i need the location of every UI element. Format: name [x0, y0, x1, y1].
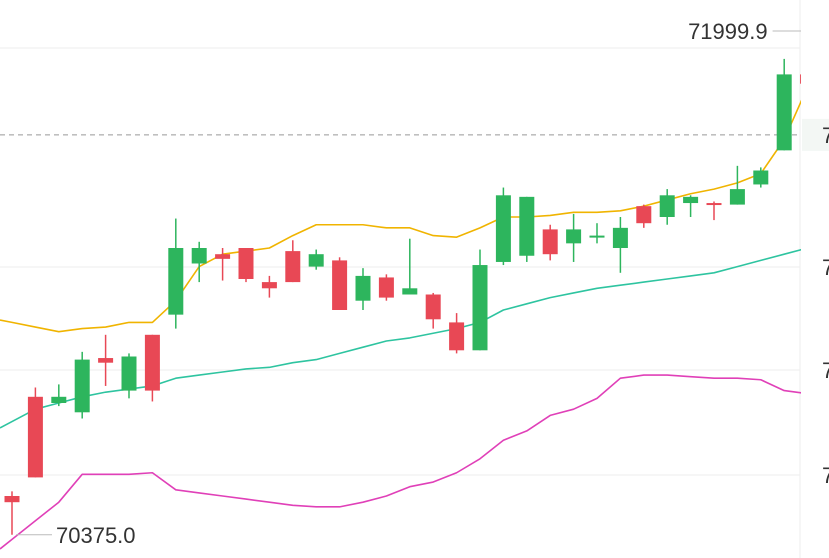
- candle-up: [308, 249, 324, 270]
- candle-up: [121, 353, 137, 399]
- candle-body: [566, 229, 582, 244]
- high-price-label: 71999.9: [688, 19, 768, 44]
- annotations: 71999.9 70375.0: [16, 19, 804, 548]
- candle-body: [191, 248, 207, 264]
- candle-down: [144, 334, 160, 402]
- candle-up: [472, 249, 488, 351]
- candle-body: [589, 235, 605, 238]
- candle-body: [659, 195, 675, 217]
- current-price-tag: [802, 118, 829, 151]
- candle-down: [636, 204, 652, 228]
- candle-body: [168, 248, 184, 315]
- candle-up: [566, 213, 582, 262]
- candle-body: [261, 282, 277, 289]
- candle-up: [753, 167, 769, 188]
- candle-body: [636, 206, 652, 224]
- candle-body: [4, 496, 20, 503]
- price-axis-label: 7: [822, 463, 829, 488]
- candle-down: [425, 292, 441, 329]
- candle-down: [706, 201, 722, 221]
- candle-up: [589, 223, 605, 244]
- candle-down: [449, 313, 465, 354]
- candle-body: [285, 251, 301, 283]
- candle-down: [285, 240, 301, 283]
- candle-up: [776, 58, 792, 151]
- candle-body: [706, 203, 722, 206]
- candle-up: [51, 384, 67, 407]
- candle-body: [51, 396, 67, 403]
- candle-body: [215, 254, 231, 259]
- candle-body: [402, 288, 418, 295]
- candle-up: [612, 217, 628, 273]
- candle-up: [355, 268, 371, 310]
- candle-down: [261, 275, 277, 298]
- candle-body: [308, 254, 324, 267]
- candle-up: [659, 189, 675, 225]
- candle-body: [776, 74, 792, 151]
- candle-body: [425, 294, 441, 320]
- price-axis: 7 7 7 7: [802, 118, 829, 488]
- candle-down: [378, 274, 394, 301]
- indicator-lines: [0, 86, 809, 550]
- candle-up: [74, 351, 90, 419]
- candle-body: [519, 196, 535, 256]
- slow-ma-line: [0, 247, 809, 429]
- candle-up: [495, 187, 511, 266]
- price-axis-label: 7: [822, 123, 829, 148]
- candle-body: [472, 265, 488, 351]
- candle-down: [27, 387, 43, 478]
- candle-body: [495, 195, 511, 262]
- price-axis-label: 7: [822, 358, 829, 383]
- candle-body: [238, 248, 254, 279]
- candle-up: [683, 195, 699, 217]
- candle-body: [27, 396, 43, 478]
- candle-body: [378, 277, 394, 298]
- candle-down: [238, 248, 254, 283]
- candle-body: [74, 359, 90, 413]
- candle-up: [402, 238, 418, 295]
- candle-body: [729, 189, 745, 205]
- candle-down: [98, 334, 114, 386]
- candle-down: [215, 248, 231, 281]
- candle-body: [355, 275, 371, 301]
- candle-body: [449, 322, 465, 351]
- low-price-label: 70375.0: [56, 523, 136, 548]
- candle-up: [519, 196, 535, 262]
- candle-up: [729, 165, 745, 205]
- candle-up: [191, 241, 207, 283]
- candle-body: [753, 170, 769, 185]
- price-axis-label: 7: [822, 255, 829, 280]
- candles: [4, 31, 816, 535]
- lower-band-line: [0, 374, 809, 550]
- candle-down: [332, 257, 348, 310]
- price-axis-panel: [801, 0, 829, 558]
- candle-down: [542, 224, 558, 261]
- candle-body: [683, 196, 699, 204]
- candle-down: [4, 491, 20, 535]
- candle-body: [332, 260, 348, 310]
- candle-body: [98, 358, 114, 363]
- candle-body: [542, 229, 558, 255]
- candle-body: [612, 227, 628, 248]
- candle-up: [168, 218, 184, 329]
- candle-body: [121, 356, 137, 391]
- fast-ma-line: [0, 86, 809, 333]
- candle-body: [144, 334, 160, 391]
